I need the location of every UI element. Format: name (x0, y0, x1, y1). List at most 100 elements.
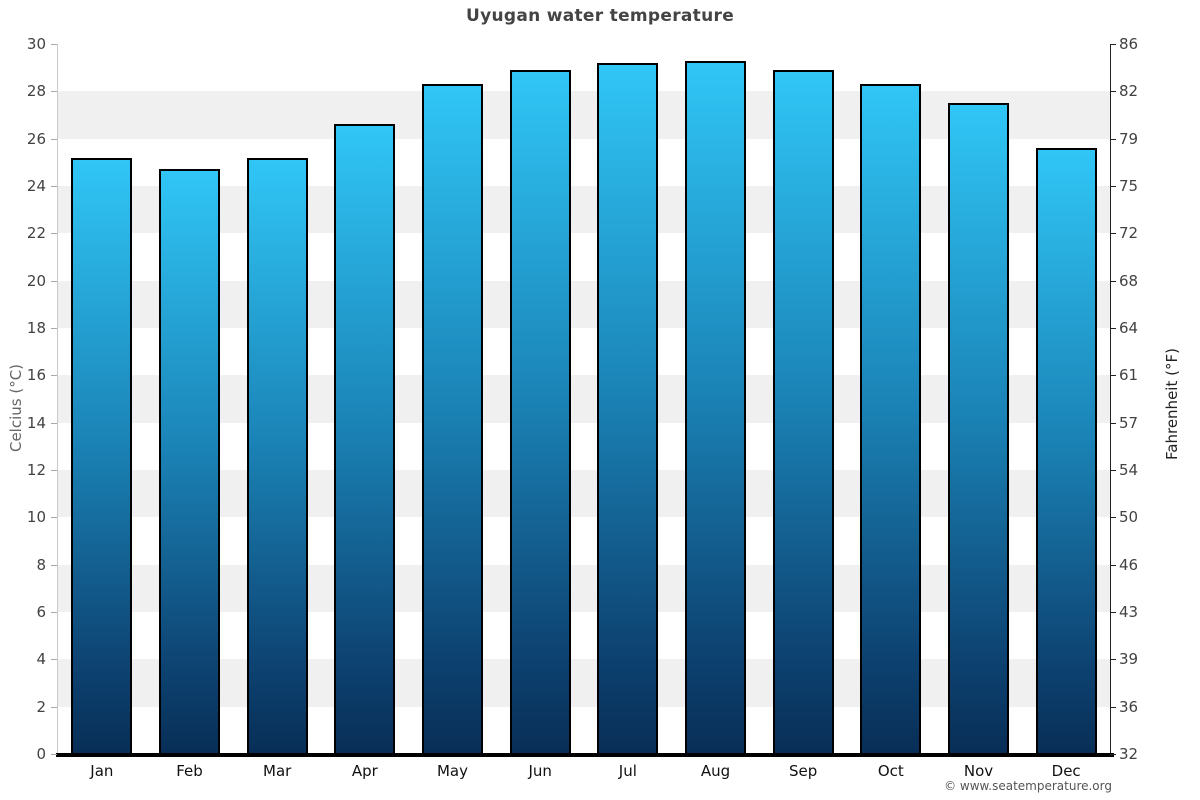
plot-band (58, 233, 1110, 281)
bar-nov (948, 103, 1009, 754)
celsius-tick-mark (51, 706, 57, 708)
celsius-tick-label: 6 (36, 603, 46, 621)
celsius-tick-label: 24 (26, 177, 46, 195)
celsius-tick-mark (51, 375, 57, 377)
celsius-tick-mark (51, 659, 57, 661)
celsius-tick-label: 12 (26, 461, 46, 479)
fahrenheit-tick-label: 82 (1119, 82, 1139, 101)
bar-aug (685, 61, 746, 754)
plot-band (58, 517, 1110, 565)
fahrenheit-tick-label: 61 (1119, 366, 1139, 385)
plot-band (58, 328, 1110, 376)
plot-band (58, 612, 1110, 660)
month-label-jan: Jan (90, 762, 114, 780)
fahrenheit-tick-mark (1110, 754, 1116, 755)
fahrenheit-tick-label: 79 (1119, 129, 1139, 148)
fahrenheit-tick-mark (1110, 280, 1116, 282)
celsius-tick-label: 26 (26, 129, 46, 148)
fahrenheit-tick-mark (1110, 44, 1116, 45)
bar-dec (1035, 148, 1097, 754)
celsius-axis-line (57, 44, 58, 754)
bar-jan (71, 158, 133, 754)
bar-apr (334, 124, 396, 754)
plot-band (58, 470, 1110, 518)
celsius-tick-label: 30 (26, 35, 46, 53)
fahrenheit-tick-mark (1110, 470, 1116, 471)
celsius-tick-label: 2 (36, 697, 46, 716)
plot-band (58, 375, 1110, 423)
x-axis-line (56, 753, 1114, 757)
fahrenheit-tick-mark (1110, 422, 1116, 424)
fahrenheit-tick-label: 43 (1119, 603, 1139, 621)
plot-band (58, 422, 1110, 470)
bar-jun (509, 70, 571, 754)
plot-band (58, 280, 1110, 328)
bar-may (422, 84, 483, 754)
celsius-tick-label: 10 (26, 508, 46, 527)
fahrenheit-tick-mark (1110, 91, 1116, 93)
fahrenheit-tick-label: 86 (1119, 35, 1139, 53)
celsius-tick-label: 18 (26, 319, 46, 337)
celsius-tick-label: 8 (36, 555, 46, 574)
celsius-tick-mark (51, 328, 57, 329)
month-label-dec: Dec (1051, 762, 1081, 780)
plot-band (58, 91, 1110, 139)
month-label-may: May (436, 762, 468, 780)
plot-area (58, 44, 1110, 754)
fahrenheit-tick-mark (1110, 138, 1116, 140)
celsius-tick-mark (51, 612, 57, 613)
month-label-apr: Apr (351, 762, 378, 780)
celsius-tick-mark (51, 470, 57, 471)
fahrenheit-tick-label: 46 (1119, 555, 1139, 574)
month-label-nov: Nov (963, 762, 994, 780)
month-label-aug: Aug (700, 762, 731, 780)
month-label-jul: Jul (618, 762, 637, 780)
chart-title: Uyugan water temperature (465, 6, 735, 26)
fahrenheit-tick-mark (1110, 186, 1116, 187)
celsius-tick-mark (51, 91, 57, 93)
celsius-tick-mark (51, 422, 57, 424)
bar-jul (597, 63, 659, 754)
fahrenheit-tick-mark (1110, 706, 1116, 708)
fahrenheit-tick-mark (1110, 659, 1116, 661)
celsius-tick-mark (51, 280, 57, 282)
month-label-sep: Sep (789, 762, 818, 780)
fahrenheit-tick-label: 54 (1119, 461, 1139, 479)
fahrenheit-tick-label: 68 (1119, 271, 1139, 290)
fahrenheit-tick-mark (1110, 517, 1116, 519)
fahrenheit-tick-label: 36 (1119, 697, 1139, 716)
celsius-tick-label: 16 (26, 366, 46, 385)
fahrenheit-tick-mark (1110, 233, 1116, 235)
celsius-tick-label: 28 (26, 82, 46, 101)
bar-feb (159, 169, 220, 754)
fahrenheit-tick-label: 32 (1119, 745, 1139, 763)
month-label-oct: Oct (877, 762, 904, 780)
plot-band (58, 138, 1110, 186)
celsius-tick-mark (51, 233, 57, 235)
fahrenheit-tick-mark (1110, 612, 1116, 613)
celsius-tick-label: 22 (26, 224, 46, 243)
celsius-tick-label: 14 (26, 413, 46, 432)
celsius-tick-mark (51, 138, 57, 140)
bar-oct (860, 84, 922, 754)
fahrenheit-axis-line (1110, 44, 1111, 754)
fahrenheit-tick-mark (1110, 375, 1116, 377)
fahrenheit-tick-mark (1110, 564, 1116, 566)
plot-band (58, 659, 1110, 707)
month-label-jun: Jun (528, 762, 552, 780)
month-label-mar: Mar (263, 762, 292, 780)
celsius-tick-label: 0 (36, 745, 46, 763)
fahrenheit-tick-label: 50 (1119, 508, 1139, 527)
month-label-feb: Feb (176, 762, 203, 780)
fahrenheit-axis-title: Fahrenheit (°F) (1163, 348, 1181, 460)
celsius-tick-mark (51, 754, 57, 755)
fahrenheit-tick-label: 75 (1119, 177, 1139, 195)
fahrenheit-tick-label: 39 (1119, 650, 1139, 669)
celsius-tick-label: 20 (26, 271, 46, 290)
copyright-text: © www.seatemperature.org (944, 779, 1112, 793)
celsius-tick-mark (51, 44, 57, 45)
plot-band (58, 44, 1110, 92)
plot-band (58, 186, 1110, 234)
celsius-tick-mark (51, 517, 57, 519)
celsius-tick-mark (51, 564, 57, 566)
